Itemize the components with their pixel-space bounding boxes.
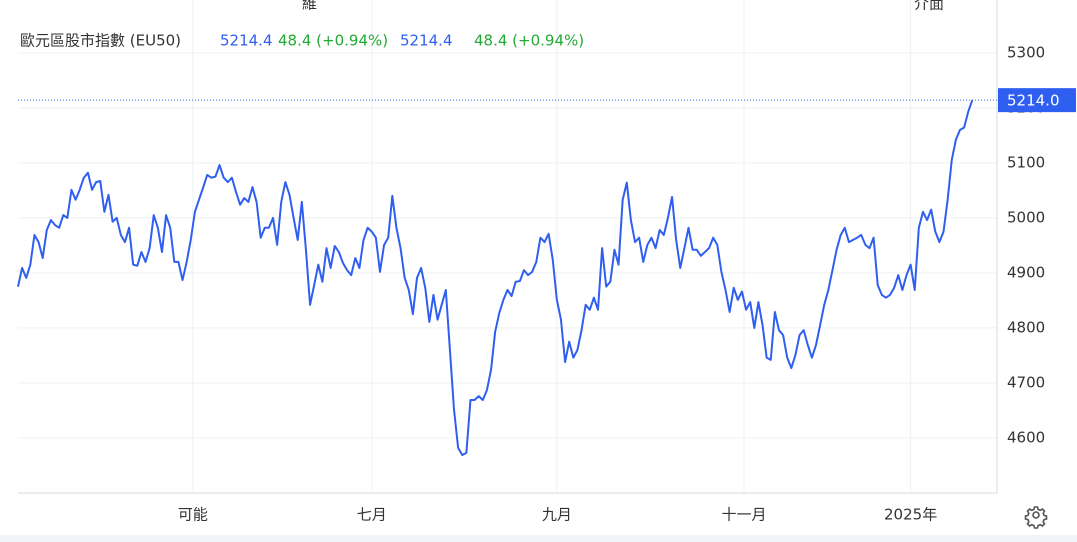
gear-hub xyxy=(1032,511,1040,519)
x-tick-label: 2025年 xyxy=(884,506,937,524)
quote-change: 48.4 (+0.94%) xyxy=(474,32,584,50)
x-tick-label: 十一月 xyxy=(722,506,767,524)
y-tick-label: 4800 xyxy=(1007,318,1045,336)
price-tag xyxy=(998,88,1076,113)
y-tick-label: 4600 xyxy=(1007,428,1045,446)
quote-change: 48.4 (+0.94%) xyxy=(278,32,388,50)
top-label: 介面 xyxy=(914,0,944,13)
plot xyxy=(17,99,997,457)
grid xyxy=(18,0,997,493)
settings-icon[interactable] xyxy=(1024,506,1048,529)
price-line xyxy=(17,99,974,457)
legend-name: 歐元區股市指數 (EU50) xyxy=(20,32,181,50)
x-tick-label: 七月 xyxy=(357,506,387,524)
bottom-strip xyxy=(0,535,1077,542)
y-tick-label: 5000 xyxy=(1007,208,1045,226)
y-tick-label: 5100 xyxy=(1007,153,1045,171)
price-tag-label: 5214.0 xyxy=(1007,92,1060,110)
top-label: 維 xyxy=(302,0,317,13)
y-tick-label: 5300 xyxy=(1007,43,1045,61)
y-tick-label: 4700 xyxy=(1007,373,1045,391)
quote-price: 5214.4 xyxy=(400,32,453,50)
x-tick-label: 可能 xyxy=(178,506,208,524)
x-tick-label: 九月 xyxy=(542,506,572,524)
gear xyxy=(1024,506,1048,529)
y-tick-label: 4900 xyxy=(1007,263,1045,281)
quote-price: 5214.4 xyxy=(220,32,273,50)
